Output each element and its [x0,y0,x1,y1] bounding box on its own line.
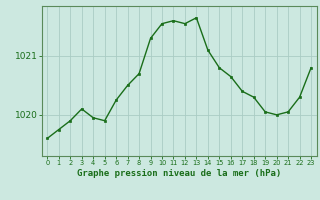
X-axis label: Graphe pression niveau de la mer (hPa): Graphe pression niveau de la mer (hPa) [77,169,281,178]
